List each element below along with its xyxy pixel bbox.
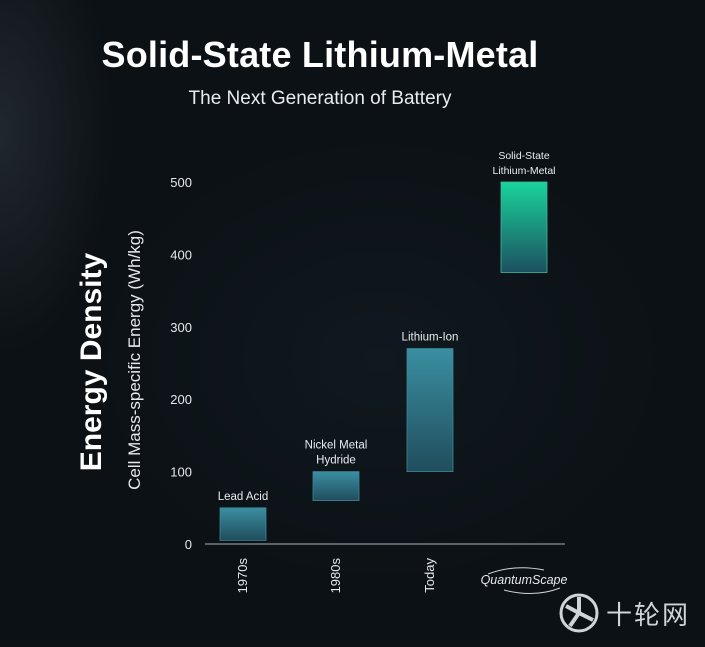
bar-label: Solid-State — [498, 150, 550, 162]
y-tick-label: 500 — [170, 175, 192, 190]
y-tick-label: 200 — [170, 392, 192, 407]
x-tick-label: 1980s — [328, 558, 343, 594]
x-tick-label: 1970s — [235, 558, 250, 594]
watermark: 十轮网 — [558, 592, 690, 634]
x-tick-label: Today — [422, 558, 437, 593]
chart-title: Solid-State Lithium-Metal — [101, 34, 539, 75]
logo-swoosh-icon — [487, 567, 545, 575]
bar — [500, 181, 548, 273]
chart-subtitle: The Next Generation of Battery — [188, 88, 452, 109]
bar — [406, 348, 454, 472]
y-tick-label: 100 — [170, 465, 192, 480]
bar-label: Lithium-Ion — [402, 332, 459, 344]
bar-label: Lead Acid — [218, 491, 269, 503]
watermark-logo-icon — [559, 593, 599, 633]
y-tick-label: 300 — [170, 320, 192, 335]
bar — [312, 471, 360, 501]
bar-label: Nickel Metal — [305, 440, 368, 452]
bar-label: Hydride — [316, 455, 356, 467]
logo-swoosh-icon — [503, 587, 561, 594]
y-tick-label: 400 — [170, 247, 192, 262]
watermark-text: 十轮网 — [606, 599, 691, 630]
bar-label: Lithium-Metal — [492, 165, 555, 177]
x-tick-label-logo: QuantumScape — [481, 573, 568, 587]
bar — [219, 507, 267, 541]
y-tick-label: 0 — [185, 537, 192, 552]
